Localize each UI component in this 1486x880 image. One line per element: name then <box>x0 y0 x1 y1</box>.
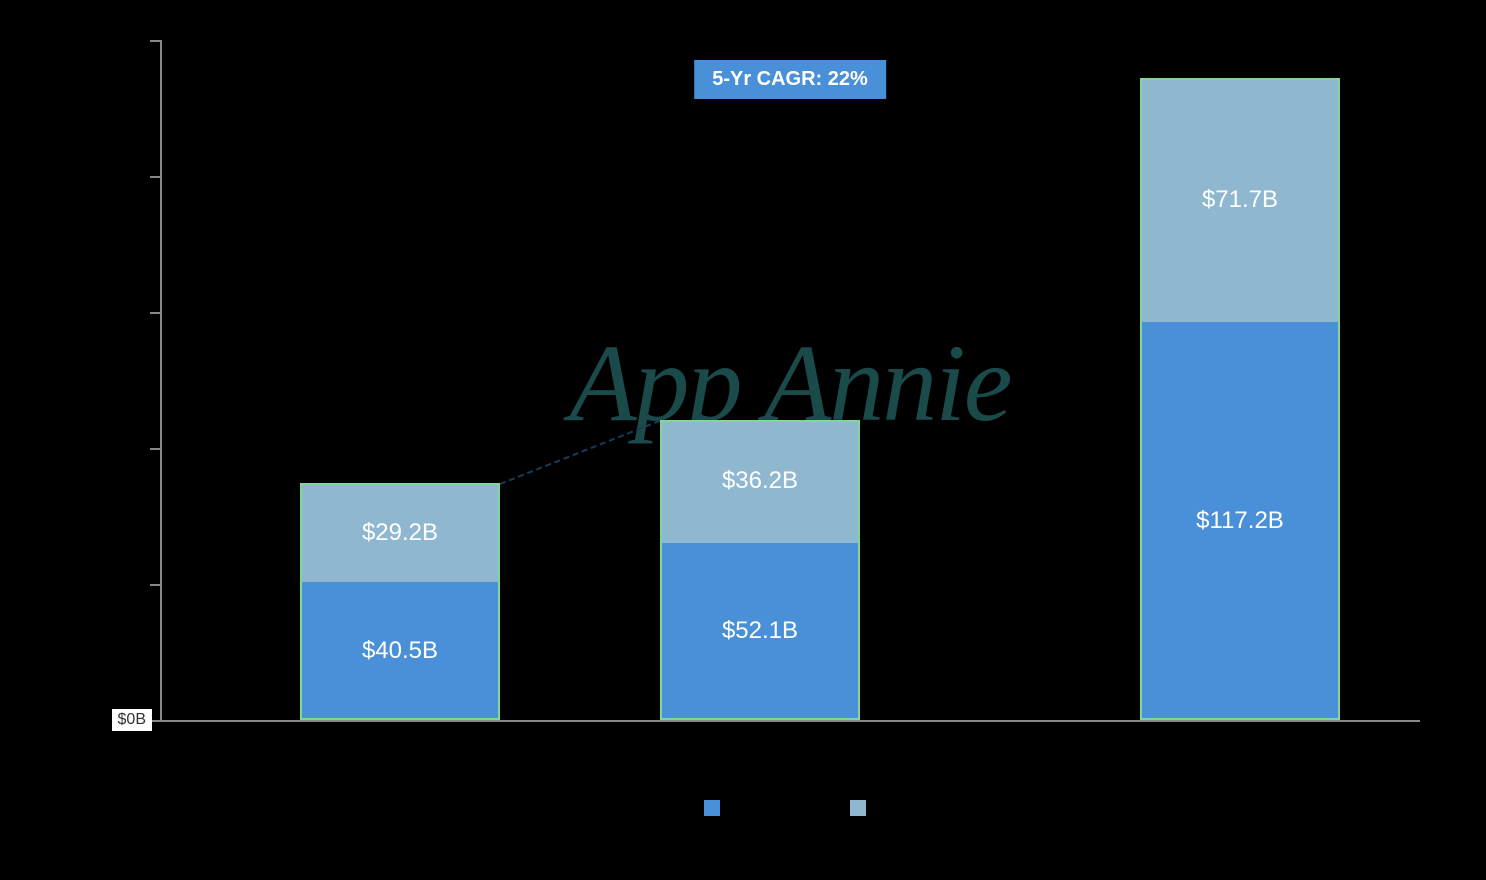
bar-segment: $40.5B <box>300 582 500 720</box>
bar-segment-label: $71.7B <box>1202 186 1278 214</box>
bar-segment-label: $36.2B <box>722 467 798 495</box>
legend-item <box>850 800 876 816</box>
legend-swatch <box>704 800 720 816</box>
plot-area: App Annie 5-Yr CAGR: 22% $40.5B$29.2B$52… <box>160 40 1420 720</box>
legend <box>160 800 1420 816</box>
bar-segment-label: $52.1B <box>722 617 798 645</box>
bar-segment: $117.2B <box>1140 322 1340 720</box>
y-axis: $0B <box>90 40 160 720</box>
bar-segment-label: $29.2B <box>362 519 438 547</box>
chart-container: $0B App Annie 5-Yr CAGR: 22% $40.5B$29.2… <box>90 40 1430 820</box>
bar-segment: $36.2B <box>660 420 860 543</box>
x-axis-line <box>160 720 1420 722</box>
legend-item <box>704 800 730 816</box>
bar-segment-label: $40.5B <box>362 637 438 665</box>
cagr-badge: 5-Yr CAGR: 22% <box>694 60 886 99</box>
bar-segment-label: $117.2B <box>1196 507 1284 535</box>
legend-swatch <box>850 800 866 816</box>
bar-segment: $52.1B <box>660 543 860 720</box>
growth-dash-line <box>500 420 661 485</box>
bar-segment: $71.7B <box>1140 78 1340 322</box>
y-axis-label: $0B <box>112 709 152 731</box>
bar-segment: $29.2B <box>300 483 500 582</box>
